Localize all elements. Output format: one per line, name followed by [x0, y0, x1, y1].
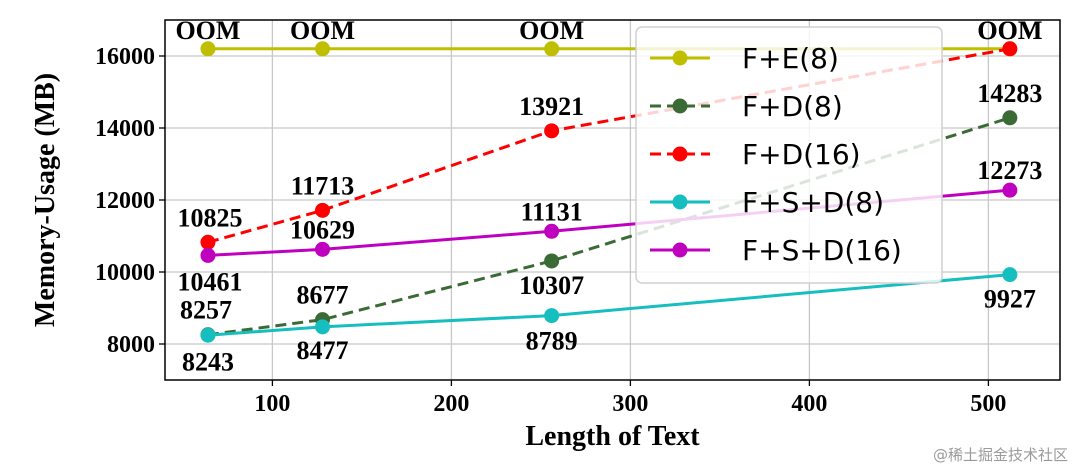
x-tick-label: 200	[433, 391, 469, 417]
data-label: 12273	[977, 156, 1042, 185]
legend-marker	[672, 242, 688, 258]
data-label: 11713	[291, 171, 355, 200]
data-label: 10461	[177, 267, 242, 296]
legend-label: F+S+D(16)	[742, 234, 902, 267]
data-label: 9927	[984, 285, 1036, 314]
data-point	[544, 41, 560, 57]
data-point	[315, 41, 331, 57]
axis-ticks: 100 200 300 400 500 8000 10000 12000 14000 16000	[95, 44, 1006, 417]
legend-box	[635, 26, 943, 284]
data-point	[544, 308, 560, 324]
legend-item: F+S+D(16)	[650, 234, 902, 267]
legend-item: F+S+D(8)	[650, 186, 884, 219]
data-label: 10307	[519, 271, 584, 300]
data-point	[200, 327, 216, 343]
data-label: 8257	[180, 296, 232, 325]
data-point	[1002, 41, 1018, 57]
data-point	[315, 319, 331, 335]
series-line	[207, 47, 1011, 244]
data-point	[200, 234, 216, 250]
data-point	[200, 247, 216, 263]
data-label: 11131	[521, 197, 583, 226]
legend-label: F+D(8)	[742, 90, 843, 123]
legend-label: F+E(8)	[742, 42, 839, 75]
data-point	[544, 223, 560, 239]
data-label: 14283	[977, 79, 1042, 108]
data-point	[1002, 182, 1018, 198]
data-label: 8243	[182, 347, 234, 376]
legend-item: F+E(8)	[650, 42, 839, 75]
watermark-text: @稀土掘金技术社区	[932, 446, 1068, 464]
series-line	[207, 273, 1011, 337]
series-F+S+D(8)	[200, 267, 1018, 343]
series-line	[207, 116, 1011, 337]
legend-item: F+D(16)	[650, 138, 861, 171]
x-tick-label: 500	[970, 391, 1006, 417]
data-point	[315, 202, 331, 218]
legend-marker	[672, 194, 688, 210]
y-tick-label: 12000	[95, 188, 155, 214]
data-label: 8789	[526, 327, 578, 356]
x-axis-label: Length of Text	[525, 421, 700, 452]
data-label: 8677	[297, 281, 349, 310]
legend-label: F+D(16)	[742, 138, 861, 171]
x-tick-label: 100	[254, 391, 290, 417]
data-point	[1002, 110, 1018, 126]
y-tick-label: 10000	[95, 260, 155, 286]
legend-marker	[672, 98, 688, 114]
data-point	[544, 123, 560, 139]
y-axis-label: Memory-Usage (MB)	[30, 73, 61, 327]
y-tick-label: 16000	[95, 44, 155, 70]
series-F+D(16)	[200, 41, 1018, 250]
x-tick-label: 400	[791, 391, 827, 417]
data-point	[1002, 267, 1018, 283]
data-label: 8477	[297, 336, 349, 365]
legend-marker	[672, 146, 688, 162]
data-label: 10825	[177, 203, 242, 232]
data-point	[200, 41, 216, 57]
data-point	[315, 241, 331, 257]
data-point	[544, 253, 560, 269]
data-label: 10629	[290, 215, 355, 244]
x-tick-label: 300	[612, 391, 648, 417]
legend-label: F+S+D(8)	[742, 186, 884, 219]
legend: F+E(8) F+D(8) F+D(16) F+S+D(8) F+S+D(16)	[635, 26, 943, 284]
y-tick-label: 14000	[95, 116, 155, 142]
legend-marker	[672, 50, 688, 66]
y-tick-label: 8000	[107, 332, 155, 358]
legend-item: F+D(8)	[650, 90, 843, 123]
data-label: 13921	[519, 92, 584, 121]
